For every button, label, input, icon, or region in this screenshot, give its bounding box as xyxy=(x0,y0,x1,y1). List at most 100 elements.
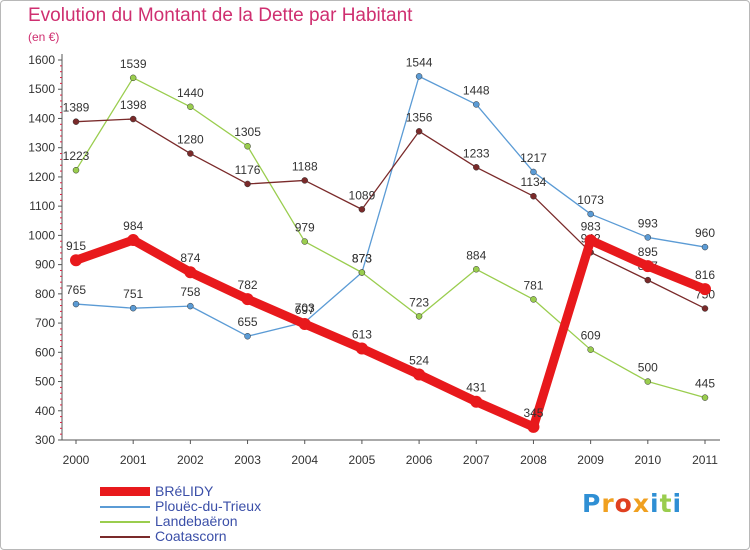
data-label: 723 xyxy=(409,295,429,309)
data-label: 983 xyxy=(581,219,601,233)
legend-label: BRéLIDY xyxy=(155,483,214,499)
y-tick-label: 800 xyxy=(35,287,55,301)
data-point xyxy=(473,101,480,108)
data-label: 751 xyxy=(123,287,143,301)
y-tick-label: 1300 xyxy=(28,141,55,155)
logo-letter: r xyxy=(601,489,615,518)
series-2: 1223 1539 1440 1305 979 873 723 884 781 609 500 445 xyxy=(63,57,715,401)
x-tick-label: 2000 xyxy=(63,453,90,467)
data-point xyxy=(241,293,254,306)
data-point xyxy=(184,266,197,279)
data-point xyxy=(530,168,537,176)
y-tick-label: 300 xyxy=(35,433,55,447)
proxiti-logo: Proxiti xyxy=(582,489,682,518)
data-point xyxy=(301,238,308,245)
data-label: 1073 xyxy=(577,193,604,207)
data-point xyxy=(644,276,652,284)
x-tick-label: 2001 xyxy=(120,453,147,467)
y-tick-label: 400 xyxy=(35,404,55,418)
data-label: 993 xyxy=(638,216,658,230)
data-point xyxy=(72,300,80,308)
data-point xyxy=(415,128,423,135)
chart-subtitle: (en €) xyxy=(28,30,60,44)
data-label: 765 xyxy=(66,283,86,297)
x-tick-label: 2011 xyxy=(692,453,718,467)
logo-letter: o xyxy=(614,489,633,518)
legend-swatch xyxy=(100,520,150,523)
data-point xyxy=(641,260,654,273)
data-point xyxy=(127,234,140,247)
data-label: 1539 xyxy=(120,57,147,71)
data-label: 524 xyxy=(409,354,429,368)
data-point xyxy=(129,115,137,123)
logo-letter: i xyxy=(672,489,683,518)
x-tick-label: 2007 xyxy=(463,453,490,467)
data-point xyxy=(587,346,594,353)
data-point xyxy=(415,73,423,80)
data-label: 1089 xyxy=(349,188,376,202)
y-tick-label: 600 xyxy=(35,345,55,359)
data-point xyxy=(244,142,251,150)
y-tick-label: 900 xyxy=(35,258,55,272)
data-label: 1223 xyxy=(63,149,90,163)
data-label: 1448 xyxy=(463,83,490,97)
legend-swatch xyxy=(100,505,150,508)
x-tick-label: 2010 xyxy=(634,453,661,467)
data-point xyxy=(301,177,308,184)
data-point xyxy=(470,395,483,408)
data-label: 782 xyxy=(238,278,258,292)
data-point xyxy=(530,192,537,200)
data-point xyxy=(644,378,652,385)
data-label: 960 xyxy=(695,226,715,240)
data-label: 1440 xyxy=(177,86,204,100)
x-tick-label: 2009 xyxy=(577,453,604,467)
series-line xyxy=(75,75,706,337)
y-tick-label: 700 xyxy=(35,316,55,330)
data-point xyxy=(129,74,137,82)
data-label: 655 xyxy=(238,315,258,329)
data-point xyxy=(587,210,594,218)
data-label: 500 xyxy=(638,361,658,375)
data-point xyxy=(473,266,480,273)
data-point xyxy=(72,166,80,174)
data-point xyxy=(187,302,194,310)
data-label: 1544 xyxy=(406,55,433,69)
data-point xyxy=(187,103,194,111)
logo-letter: P xyxy=(582,489,602,518)
data-point xyxy=(244,332,251,340)
data-point xyxy=(699,283,711,296)
data-label: 1134 xyxy=(521,175,547,189)
data-label: 758 xyxy=(180,285,200,299)
data-label: 1188 xyxy=(292,159,318,173)
y-tick-label: 1100 xyxy=(29,199,55,213)
y-tick-label: 500 xyxy=(35,375,55,389)
chart-title: Evolution du Montant de la Dette par Hab… xyxy=(28,5,413,26)
data-point xyxy=(415,313,423,320)
data-point xyxy=(701,243,709,251)
series-line xyxy=(75,77,706,399)
data-label: 431 xyxy=(466,381,486,395)
data-label: 895 xyxy=(638,245,658,259)
data-point xyxy=(530,296,537,303)
series-line xyxy=(75,118,706,310)
series-line xyxy=(71,235,710,432)
logo-letter: x xyxy=(632,489,650,518)
x-tick-label: 2006 xyxy=(406,453,433,467)
y-tick-label: 1400 xyxy=(28,111,55,125)
data-label: 1356 xyxy=(406,110,433,124)
data-label: 1176 xyxy=(235,163,261,177)
data-label: 915 xyxy=(66,239,86,253)
x-tick-label: 2003 xyxy=(234,453,261,467)
data-label: 1389 xyxy=(63,101,90,115)
data-label: 781 xyxy=(523,278,543,292)
data-point xyxy=(644,234,652,241)
data-label: 445 xyxy=(695,377,715,391)
data-label: 873 xyxy=(352,252,372,266)
series-1: 765 751 758 655 703 873 1544 1448 1217 1073 993 960 xyxy=(66,55,715,340)
data-label: 984 xyxy=(123,219,143,233)
logo-letter: i xyxy=(650,489,660,518)
legend-swatch xyxy=(100,487,150,496)
legend-label: Coatascorn xyxy=(155,528,227,544)
logo-letter: t xyxy=(659,489,673,518)
